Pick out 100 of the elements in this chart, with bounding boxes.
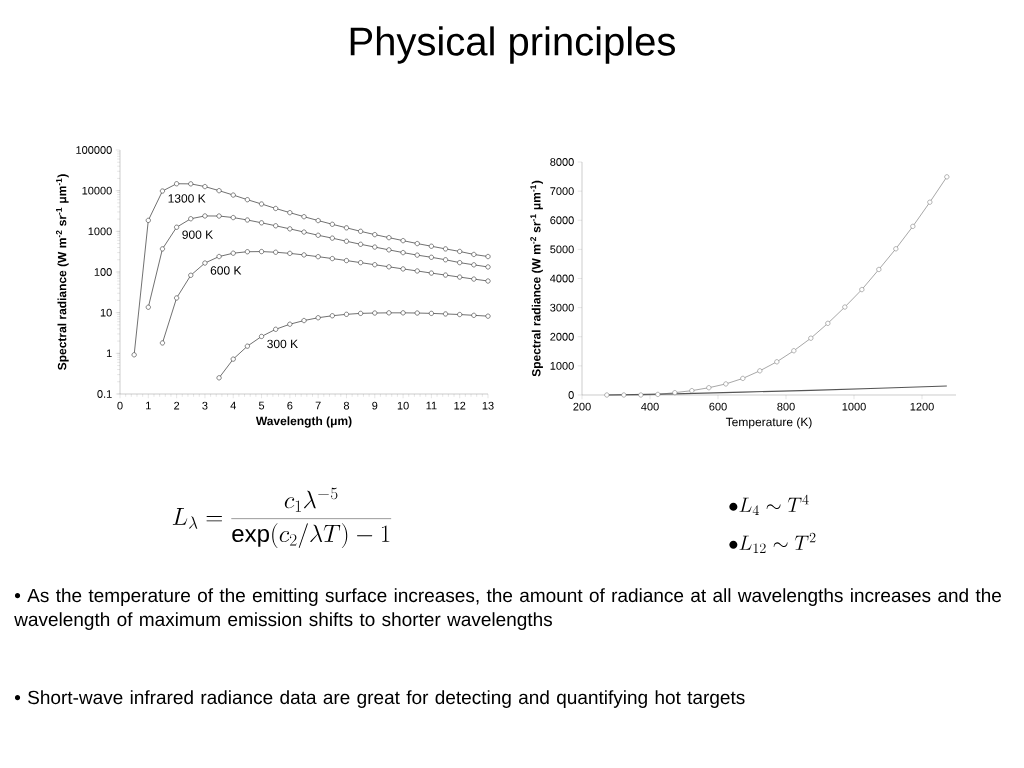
- y-tick-label: 6000: [550, 216, 574, 225]
- point: [927, 199, 933, 205]
- text: $\bullet L_{12} \sim T^{2}$: [729, 532, 816, 553]
- point: [443, 257, 449, 263]
- point: [273, 223, 279, 229]
- point: [273, 249, 279, 255]
- point: [216, 213, 222, 219]
- point: [358, 260, 364, 266]
- point: [315, 315, 321, 321]
- point: [287, 321, 293, 327]
- point: [301, 229, 307, 235]
- point: [471, 312, 477, 318]
- y-tick-label: 5000: [550, 245, 574, 254]
- point: [791, 348, 797, 354]
- point: [386, 247, 392, 253]
- point: [386, 310, 392, 316]
- point: [287, 226, 293, 232]
- point: [910, 223, 916, 229]
- point: [740, 375, 746, 381]
- point: [287, 250, 293, 256]
- x-tick-label: 9: [372, 401, 378, 410]
- point: [301, 318, 307, 324]
- x-tick-label: 7: [315, 401, 321, 410]
- point: [443, 311, 449, 317]
- point: [386, 264, 392, 270]
- point: [329, 235, 335, 241]
- point: [188, 216, 194, 222]
- point: [358, 241, 364, 247]
- chart-title: Physical principles: [350, 26, 675, 64]
- point: [244, 217, 250, 223]
- point: [301, 214, 307, 220]
- point: [259, 220, 265, 226]
- point: [386, 235, 392, 241]
- point: [471, 262, 477, 268]
- point: [244, 197, 250, 203]
- point: [706, 385, 712, 391]
- point: [428, 254, 434, 260]
- point: [893, 246, 899, 252]
- point: [216, 188, 222, 194]
- x-tick-label: 12: [454, 401, 466, 410]
- point: [315, 254, 321, 260]
- point: [244, 249, 250, 255]
- point: [131, 352, 137, 358]
- series-label: 900 K: [182, 230, 214, 239]
- point: [414, 310, 420, 316]
- y-tick-label: 100000: [76, 146, 112, 154]
- y-axis-title: Spectral radiance (W m$^{-2}$ sr$^{-1}$ μm$^{-1}$): [55, 174, 69, 370]
- point: [414, 268, 420, 274]
- point: [457, 312, 463, 318]
- x-tick-label: 1000: [842, 402, 866, 411]
- point: [202, 260, 208, 266]
- point: [457, 260, 463, 266]
- point: [723, 381, 729, 387]
- point: [621, 392, 627, 398]
- point: [358, 310, 364, 316]
- x-tick-label: 600: [709, 402, 727, 411]
- y-tick-label: 1000: [88, 227, 112, 236]
- x-tick-label: 400: [641, 402, 659, 411]
- point: [174, 224, 180, 230]
- point: [329, 221, 335, 227]
- text: $L_{\lambda} = \frac{c_{1}\lambda^{-5}}{\exp(c_{2}/\lambda T)-1}$: [172, 487, 392, 549]
- y-tick-label: 10: [100, 308, 112, 317]
- point: [471, 276, 477, 282]
- point: [174, 181, 180, 187]
- y-tick-label: 8000: [550, 158, 574, 166]
- point: [259, 201, 265, 207]
- point: [774, 359, 780, 365]
- point: [259, 333, 265, 339]
- point: [428, 243, 434, 249]
- point: [638, 392, 644, 398]
- y-tick-label: 2000: [550, 332, 574, 341]
- point: [400, 310, 406, 316]
- x-tick-label: 11: [426, 401, 437, 410]
- y-tick-label: 4000: [550, 274, 574, 283]
- point: [859, 287, 865, 293]
- y-tick-label: 0.1: [97, 390, 112, 398]
- point: [202, 213, 208, 219]
- point: [230, 215, 236, 221]
- x-tick-label: 5: [258, 401, 265, 410]
- x-tick-label: 6: [287, 401, 293, 410]
- point: [414, 252, 420, 258]
- point: [216, 254, 222, 260]
- point: [315, 218, 321, 224]
- x-tick-label: 200: [573, 402, 591, 411]
- y-axis-title: Spectral radiance (W m$^{-2}$ sr$^{-1}$ μm$^{-1}$): [530, 180, 543, 377]
- point: [428, 310, 434, 316]
- point: [372, 262, 378, 268]
- x-tick-label: 800: [777, 402, 795, 411]
- text: $\bullet L_{4} \sim T^{4}$: [729, 494, 809, 515]
- point: [672, 390, 678, 396]
- point: [471, 251, 477, 257]
- y-tick-label: 1: [106, 349, 112, 358]
- point: [244, 343, 250, 349]
- point: [188, 272, 194, 278]
- point: [230, 356, 236, 362]
- series-label: 300 K: [267, 339, 298, 349]
- point: [655, 391, 661, 397]
- series-label: 600 K: [210, 266, 242, 275]
- point: [372, 244, 378, 250]
- y-tick-label: 1000: [550, 361, 574, 370]
